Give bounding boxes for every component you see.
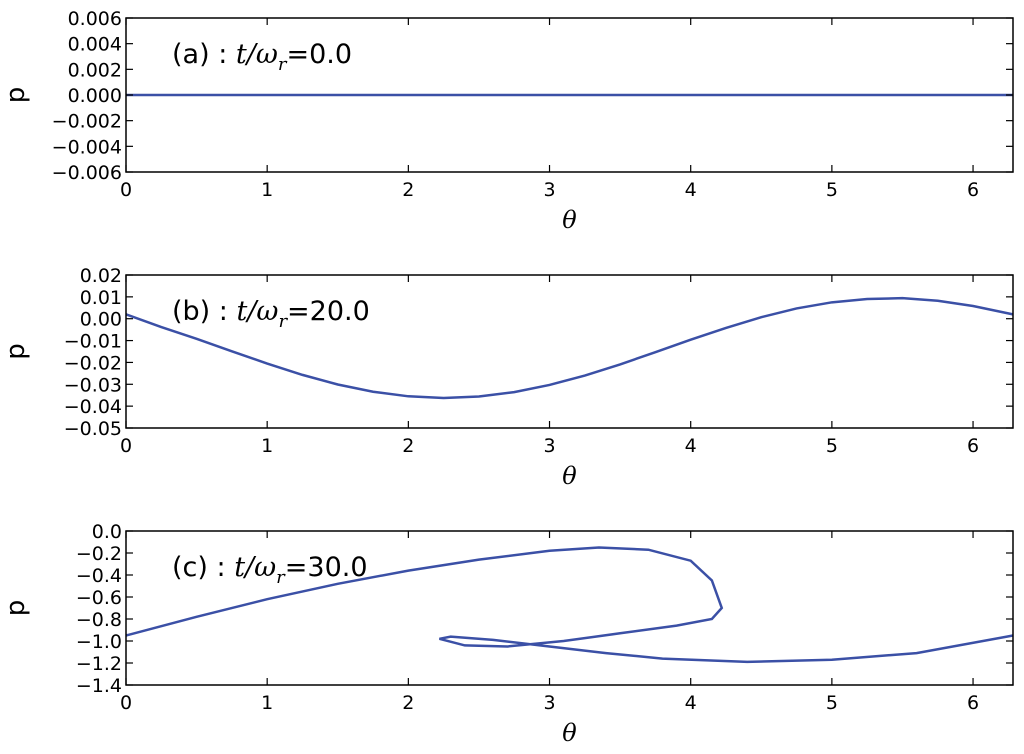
annotation-part: r	[278, 54, 288, 75]
annotation-part: t/ω	[236, 39, 278, 70]
axes-frame	[125, 274, 1014, 429]
y-tick-label: 0.002	[68, 59, 122, 81]
y-axis-label: p	[1, 343, 31, 360]
annotation-part: (c) :	[172, 552, 234, 583]
y-tick-label: −0.02	[64, 352, 122, 374]
subplot: 0 1 2 3 4 5 6 −0.05−0.04−0.03−0.02−0.010.000.01…	[1, 265, 1014, 490]
x-tick-label: 6	[967, 179, 979, 201]
annotation-part: =20.0	[287, 296, 370, 327]
x-tick-label: 0	[120, 692, 132, 714]
y-tick-label: −0.6	[76, 587, 122, 609]
y-tick-label: −0.002	[52, 111, 122, 133]
x-tick-label: 6	[967, 692, 979, 714]
x-tick-label: 4	[685, 692, 697, 714]
x-tick-label: 3	[543, 692, 555, 714]
data-line	[125, 296, 1014, 400]
annotation-part: =0.0	[286, 39, 352, 70]
annotation: (c) : t/ωr=30.0	[172, 552, 368, 588]
y-tick-label: −0.03	[64, 374, 122, 396]
x-tick-label: 6	[967, 435, 979, 457]
annotation-part: (b) :	[172, 296, 236, 327]
y-tick-label: 0.0	[92, 521, 122, 543]
x-tick-label: 4	[685, 435, 697, 457]
annotation-part: t/ω	[234, 552, 276, 583]
x-tick-label: 0	[120, 435, 132, 457]
y-tick-label: 0.00	[80, 309, 122, 331]
annotation: (b) : t/ωr=20.0	[172, 296, 370, 332]
y-tick-label: −0.8	[76, 609, 122, 631]
x-tick-label: 5	[826, 435, 838, 457]
y-axis-label: p	[1, 600, 31, 617]
axes-frame	[125, 530, 1014, 686]
y-tick-label: −0.2	[76, 543, 122, 565]
y-tick-label: −0.04	[64, 396, 122, 418]
x-tick-label: 2	[402, 179, 414, 201]
y-tick-label: −0.01	[64, 331, 122, 353]
annotation-part: r	[278, 311, 288, 332]
x-tick-label: 4	[685, 179, 697, 201]
x-axis-label: θ	[562, 462, 577, 490]
x-tick-label: 5	[826, 692, 838, 714]
annotation-part: (a) :	[172, 39, 236, 70]
subplot: 0 1 2 3 4 5 6 −1.4−1.2−1.0−0.8−0.6−0.4−0.20.0 θ p…	[1, 521, 1014, 747]
y-tick-label: 0.01	[80, 287, 122, 309]
data-line	[125, 546, 1014, 664]
y-tick-label: −0.4	[76, 565, 122, 587]
x-tick-label: 1	[261, 435, 273, 457]
x-tick-label: 1	[261, 692, 273, 714]
y-tick-label: −1.0	[76, 631, 122, 653]
y-tick-label: −1.2	[76, 653, 122, 675]
x-axis-label: θ	[562, 206, 577, 234]
x-tick-label: 5	[826, 179, 838, 201]
annotation: (a) : t/ωr=0.0	[172, 39, 352, 75]
x-tick-label: 3	[543, 179, 555, 201]
annotation-part: t/ω	[236, 296, 278, 327]
y-tick-label: −0.006	[52, 162, 122, 184]
y-tick-label: 0.004	[68, 34, 122, 56]
x-axis-label: θ	[562, 719, 577, 747]
y-tick-label: 0.000	[68, 85, 122, 107]
subplot: 0 1 2 3 4 5 6 −0.006 −0.004 −0.002 0.000 0.002 0.004…	[1, 8, 1014, 234]
x-tick-label: 1	[261, 179, 273, 201]
x-tick-label: 2	[402, 435, 414, 457]
y-tick-label: −0.004	[52, 136, 122, 158]
x-tick-label: 0	[120, 179, 132, 201]
y-axis-label: p	[1, 87, 31, 104]
annotation-part: r	[276, 567, 286, 588]
y-tick-label: 0.006	[68, 8, 122, 30]
y-tick-label: −0.05	[64, 418, 122, 440]
annotation-part: =30.0	[285, 552, 368, 583]
y-tick-label: 0.02	[80, 265, 122, 287]
y-tick-label: −1.4	[76, 675, 122, 697]
x-tick-label: 2	[402, 692, 414, 714]
x-tick-label: 3	[543, 435, 555, 457]
